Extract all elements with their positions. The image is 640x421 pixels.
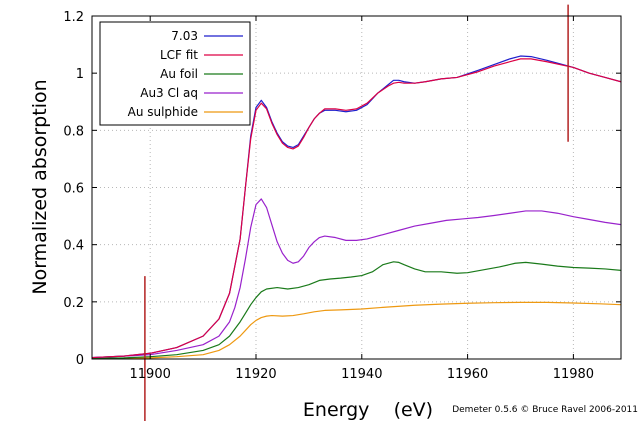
x-tick-label: 11940 — [341, 367, 382, 382]
legend-label: Au3 Cl aq — [140, 86, 198, 100]
y-tick-label: 0.2 — [63, 296, 84, 311]
series-line-4 — [92, 301, 621, 359]
series-line-3 — [92, 198, 621, 359]
x-tick-label: 11920 — [235, 367, 276, 382]
y-tick-label: 0.4 — [63, 239, 84, 254]
x-axis-label: Energy (eV) — [303, 399, 433, 421]
y-tick-label: 0 — [76, 353, 84, 368]
x-tick-label: 11980 — [553, 367, 594, 382]
legend-label: Au foil — [160, 67, 198, 81]
series-group — [92, 55, 621, 359]
credit-text: Demeter 0.5.6 © Bruce Ravel 2006-2011 — [452, 405, 638, 415]
legend-label: LCF fit — [160, 48, 198, 62]
legend[interactable]: 7.03 LCF fit Au foil Au3 Cl aq Au sulphide — [99, 21, 251, 126]
x-tick-label: 11900 — [130, 367, 171, 382]
tick-group: 11900 11920 11940 11960 11980 0 0.2 0.4 0.6 0.8 1 1… — [63, 10, 621, 382]
y-tick-label: 0.6 — [63, 182, 84, 197]
series-line-2 — [92, 261, 621, 359]
x-tick-label: 11960 — [447, 367, 488, 382]
series-line-1 — [92, 58, 621, 359]
y-tick-label: 1.2 — [63, 10, 84, 25]
y-tick-label: 1 — [76, 67, 84, 82]
marker-group — [144, 4, 569, 421]
y-tick-label: 0.8 — [63, 124, 84, 139]
legend-label: 7.03 — [171, 29, 198, 43]
legend-label: Au sulphide — [128, 105, 198, 119]
y-axis-label: Normalized absorption — [29, 79, 51, 294]
